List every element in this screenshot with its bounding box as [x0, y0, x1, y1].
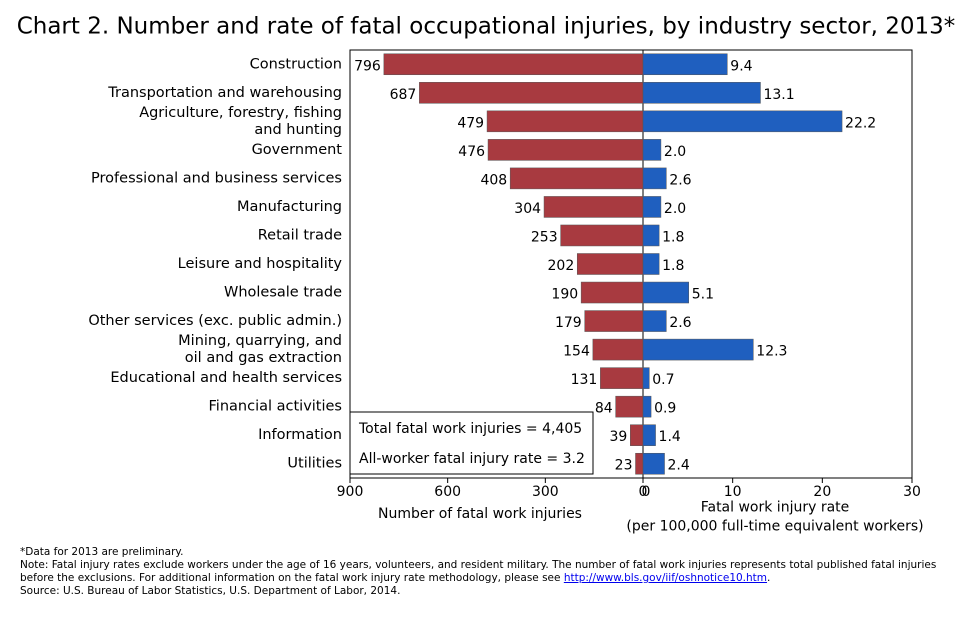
category-label: Wholesale trade [224, 285, 342, 301]
bar [642, 367, 650, 389]
footnotes: *Data for 2013 are preliminary. Note: Fa… [20, 546, 950, 598]
value-label: 1.4 [659, 429, 681, 445]
value-label: 2.0 [664, 144, 686, 160]
category-label: Manufacturing [237, 199, 342, 215]
category-label: Transportation and warehousing [107, 85, 342, 101]
bar [635, 452, 644, 475]
bar [383, 53, 644, 76]
category-label: Retail trade [258, 227, 342, 243]
bar [642, 253, 660, 275]
bar [419, 82, 644, 104]
note: Note: Fatal injury rates exclude workers… [20, 559, 950, 585]
value-label: 2.6 [669, 172, 691, 188]
value-label: 1.8 [662, 258, 684, 274]
category-label: Other services (exc. public admin.) [88, 313, 342, 329]
bar [642, 196, 662, 218]
bar [642, 338, 754, 361]
value-label: 5.1 [692, 287, 714, 303]
bar [642, 452, 665, 475]
value-label: 2.6 [669, 315, 691, 331]
value-label: 13.1 [763, 87, 794, 103]
bar [642, 281, 689, 304]
bar [615, 395, 644, 418]
value-label: 2.0 [664, 201, 686, 217]
value-label: 1.8 [662, 229, 684, 245]
bar [543, 196, 644, 218]
value-label: 131 [571, 372, 598, 388]
x-axis-label: Number of fatal work injuries [378, 506, 582, 522]
bar [642, 53, 728, 76]
value-label: 9.4 [730, 58, 752, 74]
footnote: *Data for 2013 are preliminary. [20, 546, 184, 558]
bar [487, 139, 644, 161]
plot-frame [349, 49, 913, 479]
bar [642, 424, 656, 446]
note-text: . [767, 572, 771, 584]
bar [642, 167, 667, 190]
bar [584, 310, 644, 332]
category-label: Educational and health services [110, 370, 342, 386]
bar [642, 82, 761, 104]
chart: Chart 2. Number and rate of fatal occupa… [17, 14, 956, 535]
value-label: 39 [609, 429, 627, 445]
bar [592, 338, 644, 361]
x2-tick-label: 30 [903, 484, 921, 500]
category-label: Financial activities [209, 399, 342, 415]
x2-tick-label: 20 [813, 484, 831, 500]
value-label: 479 [457, 115, 484, 131]
bar [509, 167, 644, 190]
note-text: Note: Fatal injury rates exclude workers… [20, 559, 937, 584]
x2-axis-label: Fatal work injury rate (per 100,000 full-… [626, 500, 923, 535]
category-label: Information [258, 427, 342, 443]
x2-tick-label: 0 [642, 484, 651, 500]
annotation: Total fatal work injuries = 4,405 [358, 421, 582, 437]
x-tick-label: 900 [337, 484, 364, 500]
value-label: 190 [551, 287, 578, 303]
link[interactable]: http://www.bls.gov/iif/oshnotice10.htm [563, 572, 768, 584]
annotation-box [349, 411, 594, 475]
value-label: 84 [595, 401, 613, 417]
value-label: 687 [390, 87, 417, 103]
annotation: All-worker fatal injury rate = 3.2 [359, 451, 585, 467]
value-label: 179 [555, 315, 582, 331]
value-label: 12.3 [756, 344, 787, 360]
bar [486, 110, 644, 133]
value-label: 202 [548, 258, 575, 274]
bar [560, 224, 644, 247]
bar [642, 310, 667, 332]
source: Source: U.S. Bureau of Labor Statistics,… [20, 585, 401, 597]
value-label: 0.7 [652, 372, 674, 388]
bar [580, 281, 644, 304]
x2-tick-label: 10 [724, 484, 742, 500]
value-label: 304 [514, 201, 541, 217]
value-label: 408 [480, 172, 507, 188]
value-label: 2.4 [668, 458, 690, 474]
x-tick-label: 600 [434, 484, 461, 500]
category-label: Mining, quarrying, and oil and gas extrac… [178, 333, 342, 366]
category-label: Agriculture, forestry, fishing and huntin… [139, 105, 342, 138]
value-label: 0.9 [654, 401, 676, 417]
chart-title: Chart 2. Number and rate of fatal occupa… [17, 14, 956, 40]
category-label: Leisure and hospitality [178, 256, 343, 272]
value-label: 22.2 [845, 115, 876, 131]
bar [600, 367, 644, 389]
bar [630, 424, 644, 446]
bar [642, 110, 843, 133]
value-label: 796 [354, 58, 381, 74]
x-tick-label: 300 [532, 484, 559, 500]
category-label: Construction [250, 56, 342, 72]
category-label: Government [252, 142, 343, 158]
value-label: 23 [615, 458, 633, 474]
category-label: Utilities [287, 456, 342, 472]
x-tick-label: 0 [639, 484, 648, 500]
value-label: 253 [531, 229, 558, 245]
bar [642, 224, 660, 247]
bar [642, 139, 662, 161]
value-label: 476 [458, 144, 485, 160]
value-label: 154 [563, 344, 590, 360]
category-label: Professional and business services [91, 170, 342, 186]
bar [642, 395, 652, 418]
bar [576, 253, 644, 275]
